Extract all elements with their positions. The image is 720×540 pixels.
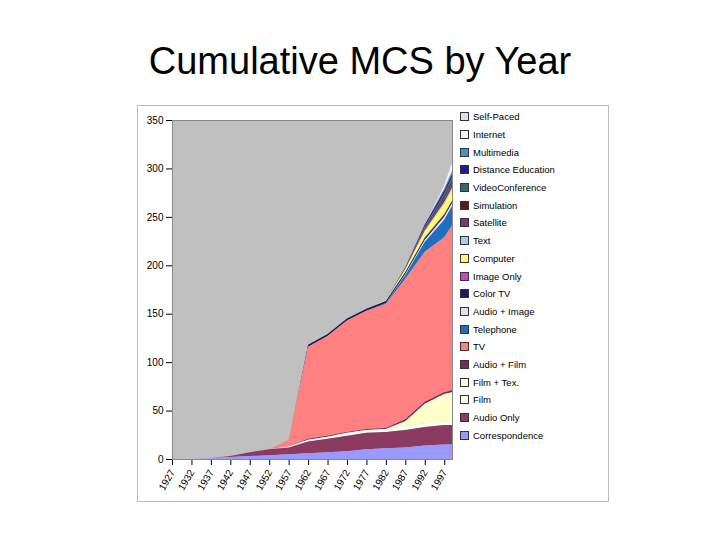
html-text:Distance Education: Distance Education [473, 164, 555, 176]
svg-text:1957: 1957 [273, 467, 294, 492]
html-text:Satellite: Satellite [473, 217, 507, 229]
html-text:Correspondence: Correspondence [473, 429, 544, 441]
svg-text:1992: 1992 [409, 467, 430, 492]
svg-text:1997: 1997 [429, 467, 450, 492]
svg-text:1982: 1982 [370, 467, 391, 492]
svg-text:1932: 1932 [176, 467, 197, 492]
svg-text:1967: 1967 [312, 467, 333, 492]
html-text:Audio + Image: Audio + Image [473, 305, 535, 317]
svg-text:1927: 1927 [156, 467, 177, 492]
svg-text:1942: 1942 [215, 467, 236, 492]
svg-text:300: 300 [147, 163, 164, 174]
svg-text:100: 100 [147, 357, 164, 368]
html-text:VideoConference: VideoConference [473, 182, 547, 194]
html-text:Telephone: Telephone [473, 323, 517, 335]
html-text:TV: TV [473, 341, 486, 353]
svg-text:200: 200 [147, 260, 164, 271]
html-text:Multimedia: Multimedia [473, 146, 519, 158]
svg-text:1962: 1962 [292, 467, 313, 492]
svg-text:1977: 1977 [351, 467, 372, 492]
html-text:Color TV: Color TV [473, 288, 511, 300]
svg-text:150: 150 [147, 308, 164, 319]
html-text:Internet: Internet [473, 129, 506, 140]
html-text:Image Only: Image Only [473, 270, 522, 282]
html-text:Simulation: Simulation [473, 199, 518, 211]
svg-text:350: 350 [147, 115, 164, 126]
svg-text:250: 250 [147, 212, 164, 223]
svg-text:50: 50 [152, 405, 164, 416]
svg-text:1947: 1947 [234, 467, 255, 492]
html-text:Computer: Computer [473, 252, 515, 264]
svg-text:0: 0 [158, 454, 164, 465]
html-text:Cumulative MCS by Year: Cumulative MCS by Year [148, 40, 572, 82]
html-text:Audio + Film: Audio + Film [473, 359, 527, 370]
svg-text:1987: 1987 [390, 467, 411, 492]
svg-text:1952: 1952 [254, 467, 275, 492]
svg-text:1972: 1972 [331, 467, 352, 492]
html-text:Self-Paced: Self-Paced [473, 111, 520, 123]
html-text:Text: Text [473, 235, 491, 247]
html-text:Film + Tex.: Film + Tex. [473, 376, 519, 388]
html-text:Film: Film [473, 394, 491, 406]
html-text:Audio Only: Audio Only [473, 412, 520, 423]
svg-text:1937: 1937 [195, 467, 216, 492]
